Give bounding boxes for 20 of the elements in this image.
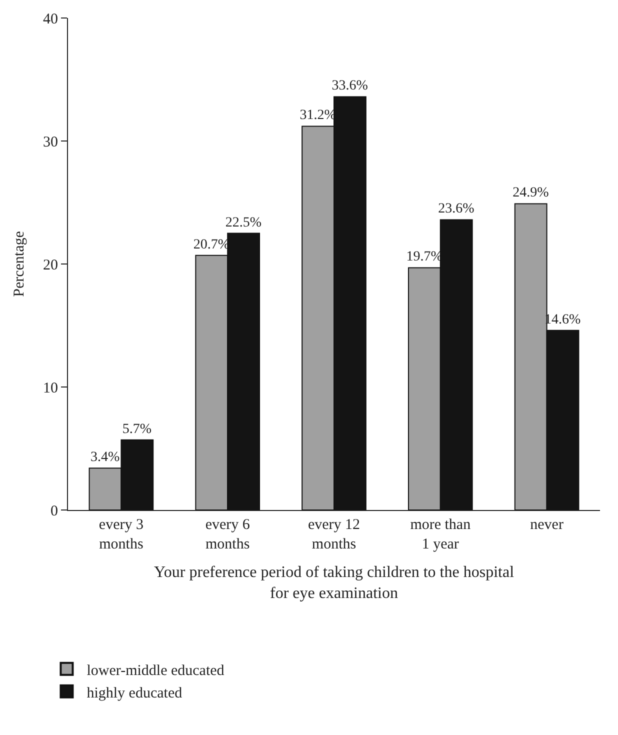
y-axis-title: Percentage — [11, 230, 28, 297]
x-tick-label: every 3 months — [98, 517, 144, 552]
data-label: 3.4% — [90, 450, 120, 466]
data-label: 5.7% — [122, 422, 152, 437]
legend-label: highly educated — [86, 685, 183, 702]
x-axis-title: Your preference period of taking children to the hospital for eye examination — [154, 564, 515, 602]
x-tick-label: every 6 months — [205, 517, 250, 552]
x-tick-label: never — [530, 517, 564, 533]
x-tick-label: every 12 months — [308, 517, 360, 552]
y-tick-label: 0 — [50, 503, 58, 520]
y-tick-label: 20 — [43, 257, 58, 274]
x-tick-label: more than 1 year — [410, 517, 472, 552]
data-label: 23.6% — [438, 202, 475, 217]
legend-label: lower-middle educated — [86, 662, 225, 679]
data-label: 33.6% — [332, 78, 368, 94]
y-tick-label: 10 — [43, 380, 58, 396]
data-label: 24.9% — [512, 186, 550, 201]
y-tick-label: 40 — [43, 11, 58, 28]
y-tick-label: 30 — [43, 134, 58, 150]
data-label: 22.5% — [225, 215, 262, 230]
